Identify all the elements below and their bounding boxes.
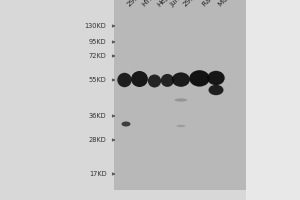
Ellipse shape	[176, 125, 185, 127]
Ellipse shape	[148, 74, 161, 87]
Ellipse shape	[161, 74, 174, 87]
Text: 55KD: 55KD	[89, 77, 106, 83]
Text: 36KD: 36KD	[89, 113, 106, 119]
Text: HepG2: HepG2	[156, 0, 178, 8]
Ellipse shape	[189, 70, 210, 87]
Ellipse shape	[208, 85, 224, 95]
Ellipse shape	[117, 73, 132, 87]
Ellipse shape	[122, 121, 130, 127]
Text: Jurkat: Jurkat	[169, 0, 188, 8]
Bar	[114, 0, 246, 190]
Text: 28KD: 28KD	[89, 137, 106, 143]
Text: HT29: HT29	[141, 0, 159, 8]
Text: 72KD: 72KD	[89, 53, 106, 59]
Bar	[246, 0, 300, 200]
Text: 95KD: 95KD	[89, 39, 106, 45]
Text: 17KD: 17KD	[89, 171, 106, 177]
Text: Rat Heart: Rat Heart	[201, 0, 230, 8]
Text: 293T: 293T	[126, 0, 143, 8]
Ellipse shape	[207, 71, 225, 85]
Ellipse shape	[131, 71, 148, 87]
Text: 293: 293	[182, 0, 197, 8]
Ellipse shape	[172, 72, 190, 87]
Text: 130KD: 130KD	[85, 23, 106, 29]
Text: Mouse Heart: Mouse Heart	[218, 0, 254, 8]
Ellipse shape	[175, 98, 187, 102]
